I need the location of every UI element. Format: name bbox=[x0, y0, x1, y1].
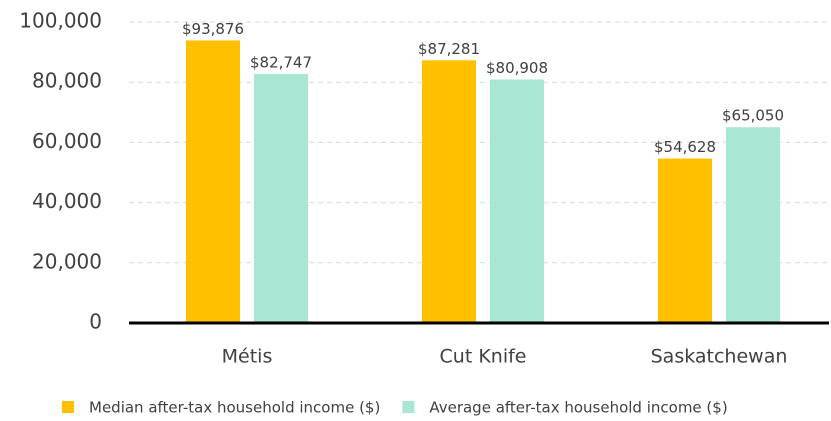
y-tick-label: 100,000 bbox=[19, 9, 102, 33]
bar bbox=[490, 79, 544, 323]
x-tick-label: Cut Knife bbox=[440, 346, 527, 368]
legend-label: Median after-tax household income ($) bbox=[89, 399, 380, 417]
legend-swatch bbox=[402, 401, 415, 413]
value-label: $80,908 bbox=[486, 59, 548, 77]
bar bbox=[726, 127, 780, 324]
bar bbox=[186, 40, 240, 324]
y-tick-label: 80,000 bbox=[32, 69, 102, 93]
y-tick-label: 60,000 bbox=[32, 129, 102, 153]
bar bbox=[658, 158, 712, 323]
bar bbox=[254, 73, 308, 324]
value-label: $54,628 bbox=[654, 138, 716, 156]
y-tick-label: 0 bbox=[89, 310, 102, 334]
value-label: $65,050 bbox=[722, 107, 784, 125]
value-label: $87,281 bbox=[418, 40, 480, 58]
x-tick-label: Métis bbox=[222, 346, 273, 368]
legend-swatch bbox=[62, 401, 74, 413]
bar bbox=[422, 60, 476, 324]
x-tick-label: Saskatchewan bbox=[651, 346, 788, 368]
y-tick-label: 20,000 bbox=[32, 249, 102, 273]
legend-label: Average after-tax household income ($) bbox=[429, 399, 727, 417]
y-tick-label: 40,000 bbox=[32, 189, 102, 213]
value-label: $93,876 bbox=[182, 20, 244, 38]
value-label: $82,747 bbox=[250, 53, 312, 71]
